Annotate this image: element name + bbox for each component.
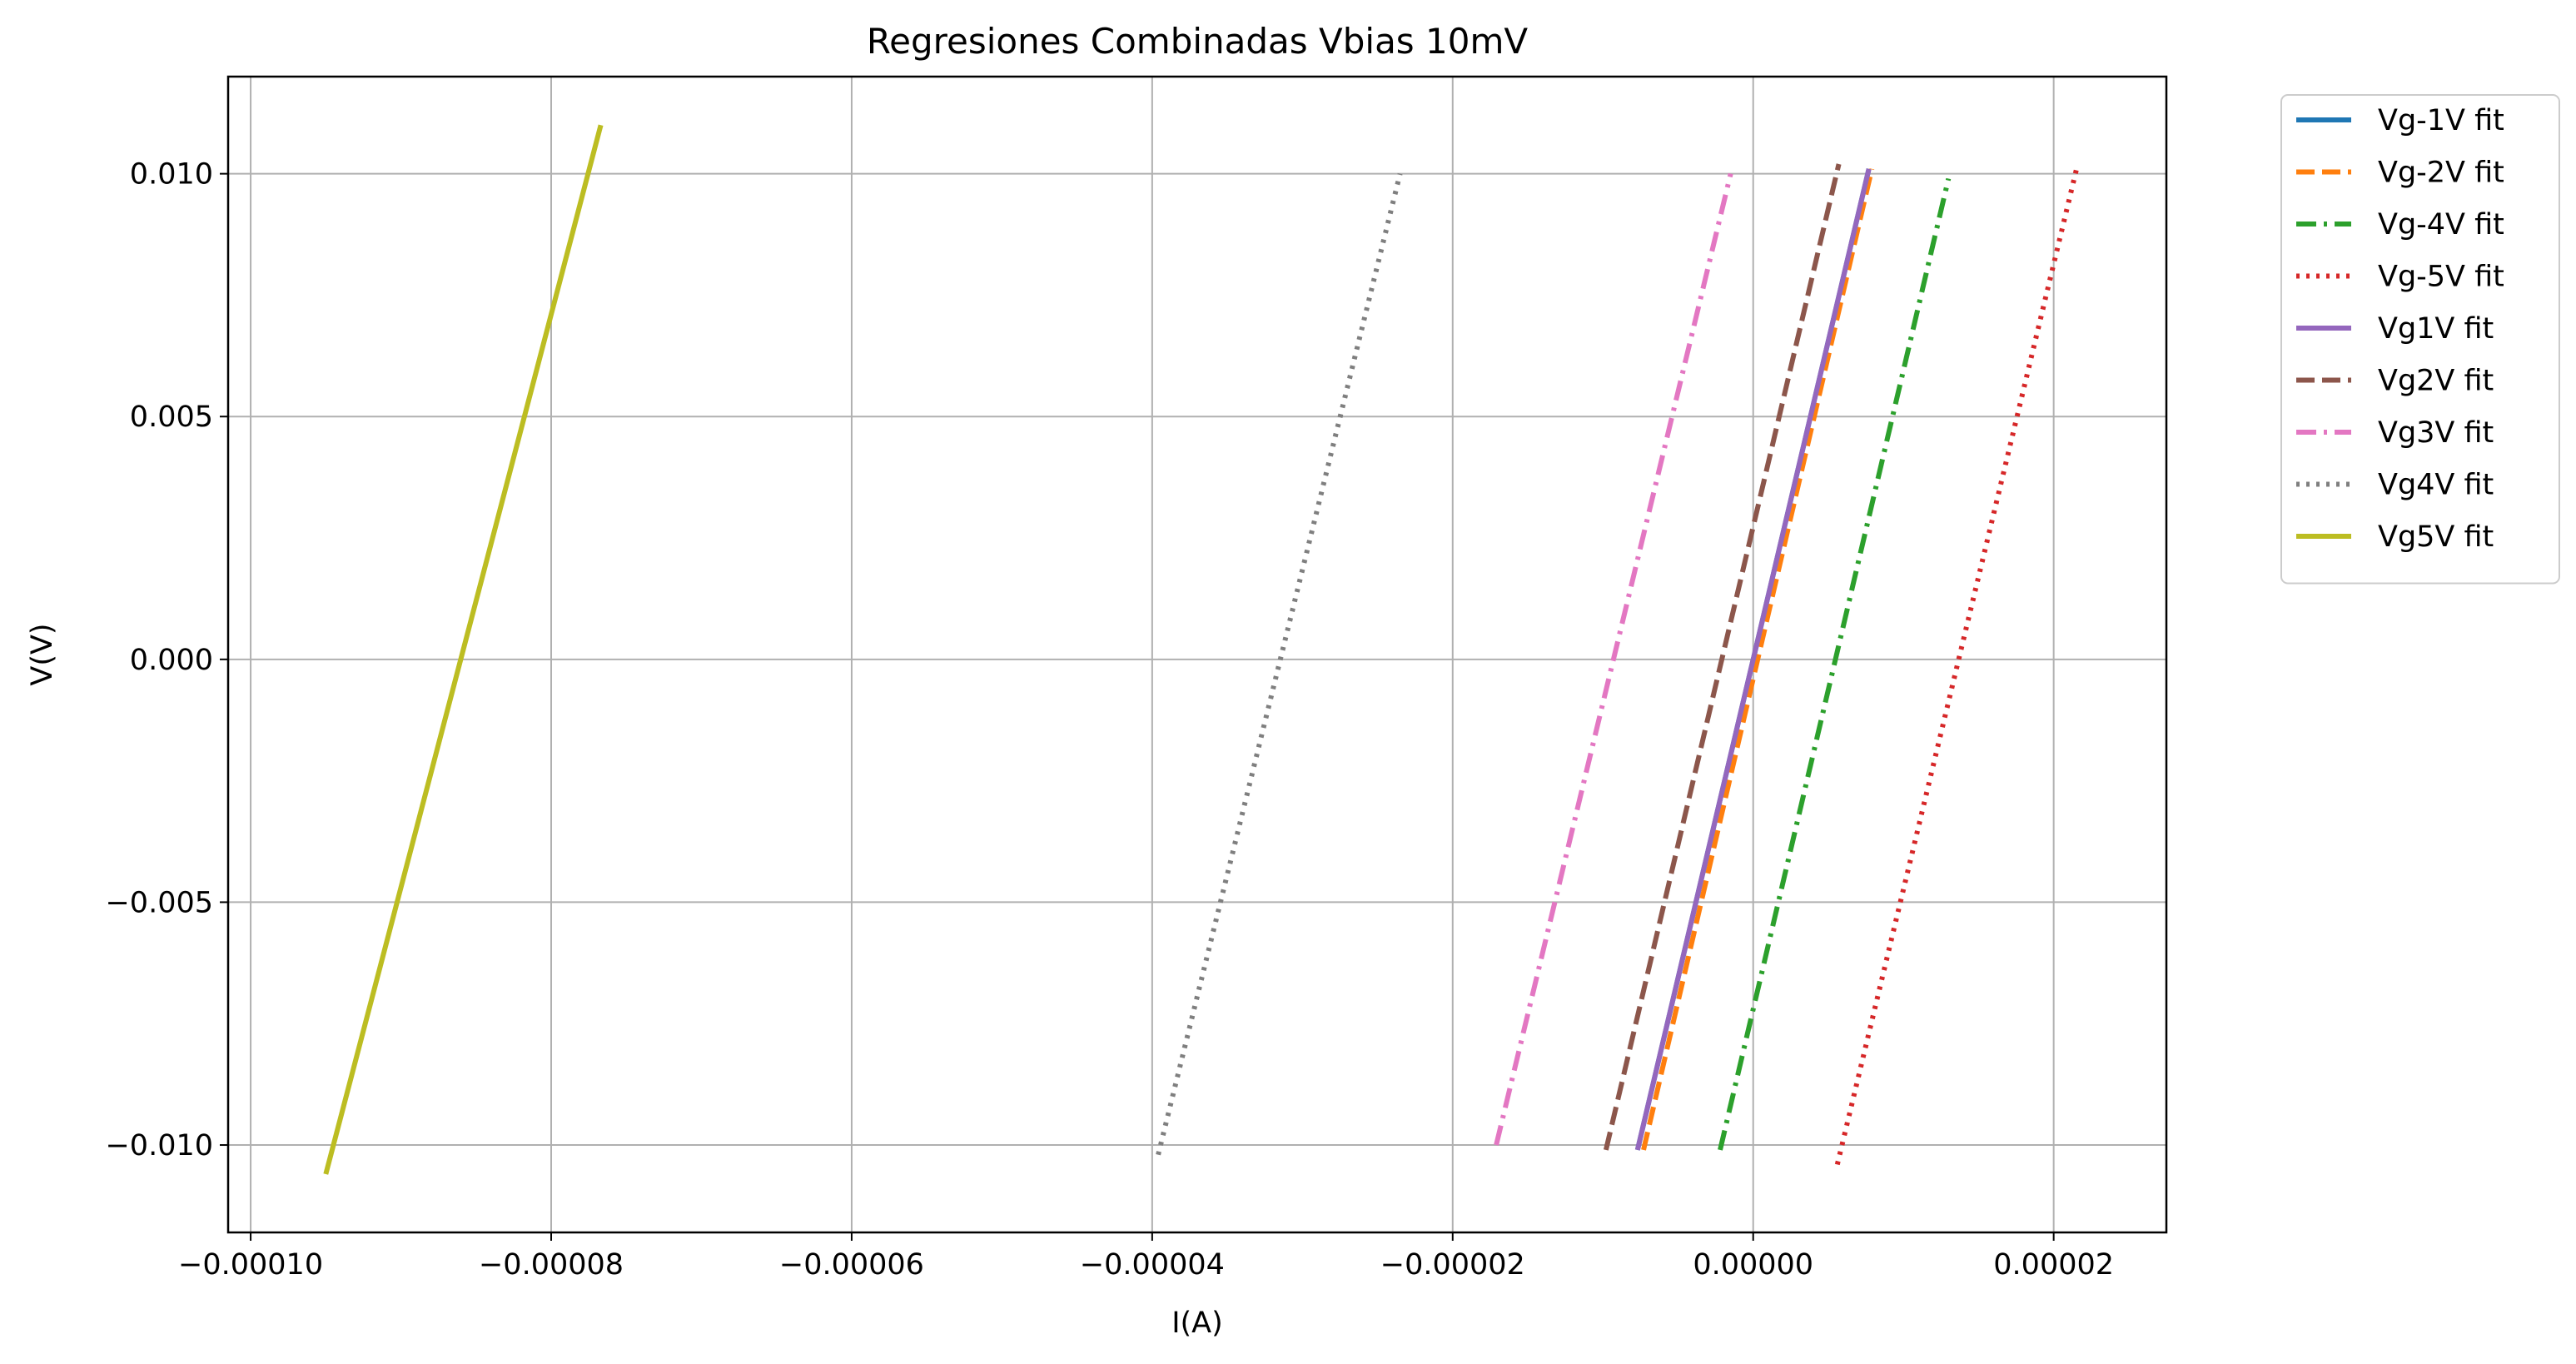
x-tick-label: −0.00008 [479, 1248, 624, 1282]
series-line-3 [1718, 177, 1952, 1151]
plot-frame [226, 75, 2168, 1234]
legend-label: Vg2V fit [2378, 365, 2494, 398]
x-tick-label: 0.00002 [1993, 1248, 2114, 1282]
y-axis-title: V(V) [26, 623, 59, 685]
chart-title: Regresiones Combinadas Vbias 10mV [867, 21, 1529, 62]
legend-label: Vg4V fit [2378, 469, 2494, 502]
legend-label: Vg-1V fit [2378, 104, 2504, 137]
series-line-9 [323, 124, 604, 1175]
x-tick-label: −0.00004 [1080, 1248, 1225, 1282]
series-line-4 [1834, 163, 2081, 1166]
x-tick-label: −0.00006 [779, 1248, 924, 1282]
series-line-5 [1634, 168, 1872, 1151]
legend-label: Vg3V fit [2378, 416, 2494, 450]
legend-label: Vg-2V fit [2378, 157, 2504, 190]
series-line-8 [1156, 172, 1403, 1156]
x-tick-label: 0.00000 [1693, 1248, 1813, 1282]
x-tick-label: −0.00010 [178, 1248, 323, 1282]
legend-label: Vg-4V fit [2378, 208, 2504, 241]
series-line-2 [1641, 168, 1875, 1151]
y-tick-label: −0.005 [105, 886, 213, 919]
legend-box [2280, 94, 2560, 585]
axis-ticks: −0.00010 −0.00008 −0.00006 −0.00004 −0.00002… [105, 158, 2114, 1282]
x-axis-title: I(A) [1171, 1307, 1223, 1340]
legend-label: Vg5V fit [2378, 520, 2494, 554]
legend-label: Vg1V fit [2378, 312, 2494, 346]
series-line-6 [1603, 163, 1842, 1151]
series-line-7 [1494, 172, 1733, 1146]
y-tick-label: 0.005 [130, 401, 213, 434]
series-lines [323, 124, 2081, 1175]
legend-label: Vg-5V fit [2378, 261, 2504, 294]
legend: Vg-1V fit Vg-2V fit Vg-4V fit Vg-5V fit Vg1V… [2280, 94, 2560, 585]
y-tick-label: 0.000 [130, 644, 213, 677]
x-tick-label: −0.00002 [1380, 1248, 1525, 1282]
y-tick-label: −0.010 [105, 1129, 213, 1162]
y-tick-label: 0.010 [130, 158, 213, 192]
